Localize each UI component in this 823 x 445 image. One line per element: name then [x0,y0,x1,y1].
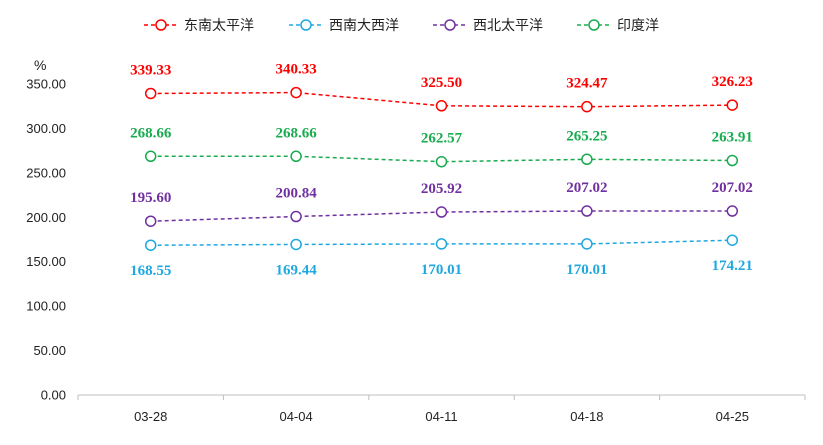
legend-label: 西南大西洋 [329,18,399,34]
data-label: 325.50 [421,75,462,91]
data-label: 207.02 [712,180,753,196]
data-point [435,155,448,168]
y-tick-label: 100.00 [26,299,66,314]
legend-item: 东南太平洋 [144,18,254,34]
legend-item: 西北太平洋 [433,18,543,34]
series-3: 268.66 268.66 262.57 265.25 263.91 [130,125,753,168]
data-point [290,150,302,163]
data-label: 207.02 [566,180,607,196]
series-line [150,91,733,108]
data-point [144,239,157,251]
legend-marker [444,19,456,31]
y-tick-label: 350.00 [26,77,66,92]
x-tick-label: 03-28 [134,409,167,424]
data-point [726,99,739,111]
y-tick-label: 50.00 [33,343,66,358]
x-tick-label: 04-11 [425,409,457,424]
data-label: 339.33 [130,62,171,78]
data-label: 263.91 [712,129,753,145]
data-point [435,206,448,218]
data-label: 169.44 [275,262,317,278]
legend-label: 东南太平洋 [184,18,254,34]
legend-label: 印度洋 [617,18,659,34]
data-label: 268.66 [275,125,317,141]
x-tick-label: 04-18 [570,409,603,424]
data-point [290,210,302,223]
y-tick-label: 200.00 [26,210,66,225]
data-point [581,205,593,217]
data-label: 326.23 [712,74,753,90]
data-point [144,87,157,100]
y-tick-label: 150.00 [26,254,66,269]
data-label: 324.47 [566,76,608,92]
legend: 东南太平洋 西南大西洋 西北太平洋 印度洋 [144,18,659,34]
data-point [726,154,739,167]
data-label: 170.01 [421,262,462,278]
data-point [144,215,157,227]
data-label: 205.92 [421,181,462,197]
data-point [144,150,157,163]
x-tick-label: 04-04 [279,409,312,424]
data-point [435,100,448,112]
series-2: 195.60 200.84 205.92 207.02 207.02 [130,180,753,227]
data-point [290,86,302,99]
data-point [726,234,739,246]
series-1: 168.55 169.44 170.01 170.01 174.21 [130,234,753,279]
data-label: 265.25 [566,128,607,144]
y-tick-label: 300.00 [26,121,66,136]
data-point [581,238,593,250]
y-tick-label: 0.00 [41,388,66,403]
y-tick-label: 250.00 [26,165,66,180]
legend-marker [588,19,600,31]
legend-item: 西南大西洋 [289,18,399,34]
data-point [581,153,593,166]
data-label: 262.57 [421,131,463,147]
legend-marker [155,19,167,31]
legend-label: 西北太平洋 [473,18,543,34]
series-0: 339.33 340.33 325.50 324.47 326.23 [130,62,753,113]
data-point [435,238,448,250]
series-layer: 339.33 340.33 325.50 324.47 326.23 168.55 169.… [130,62,753,280]
y-axis-ticks: 0.00 50.00 100.00 150.00 200.00 250.00 300.00 3… [26,77,66,403]
data-label: 200.84 [275,186,317,202]
data-label: 268.66 [130,125,172,141]
data-label: 195.60 [130,190,171,206]
x-tick-label: 04-25 [716,409,749,424]
data-point [290,238,302,251]
data-point [581,100,593,113]
y-axis-unit: % [34,57,46,73]
legend-item: 印度洋 [577,18,659,34]
data-label: 170.01 [566,262,607,278]
data-label: 340.33 [275,62,316,78]
data-label: 174.21 [712,258,753,274]
legend-marker [300,19,312,31]
x-axis-ticks: 03-28 04-04 04-11 04-18 04-25 [77,395,806,424]
data-point [726,205,739,217]
data-label: 168.55 [130,263,171,279]
